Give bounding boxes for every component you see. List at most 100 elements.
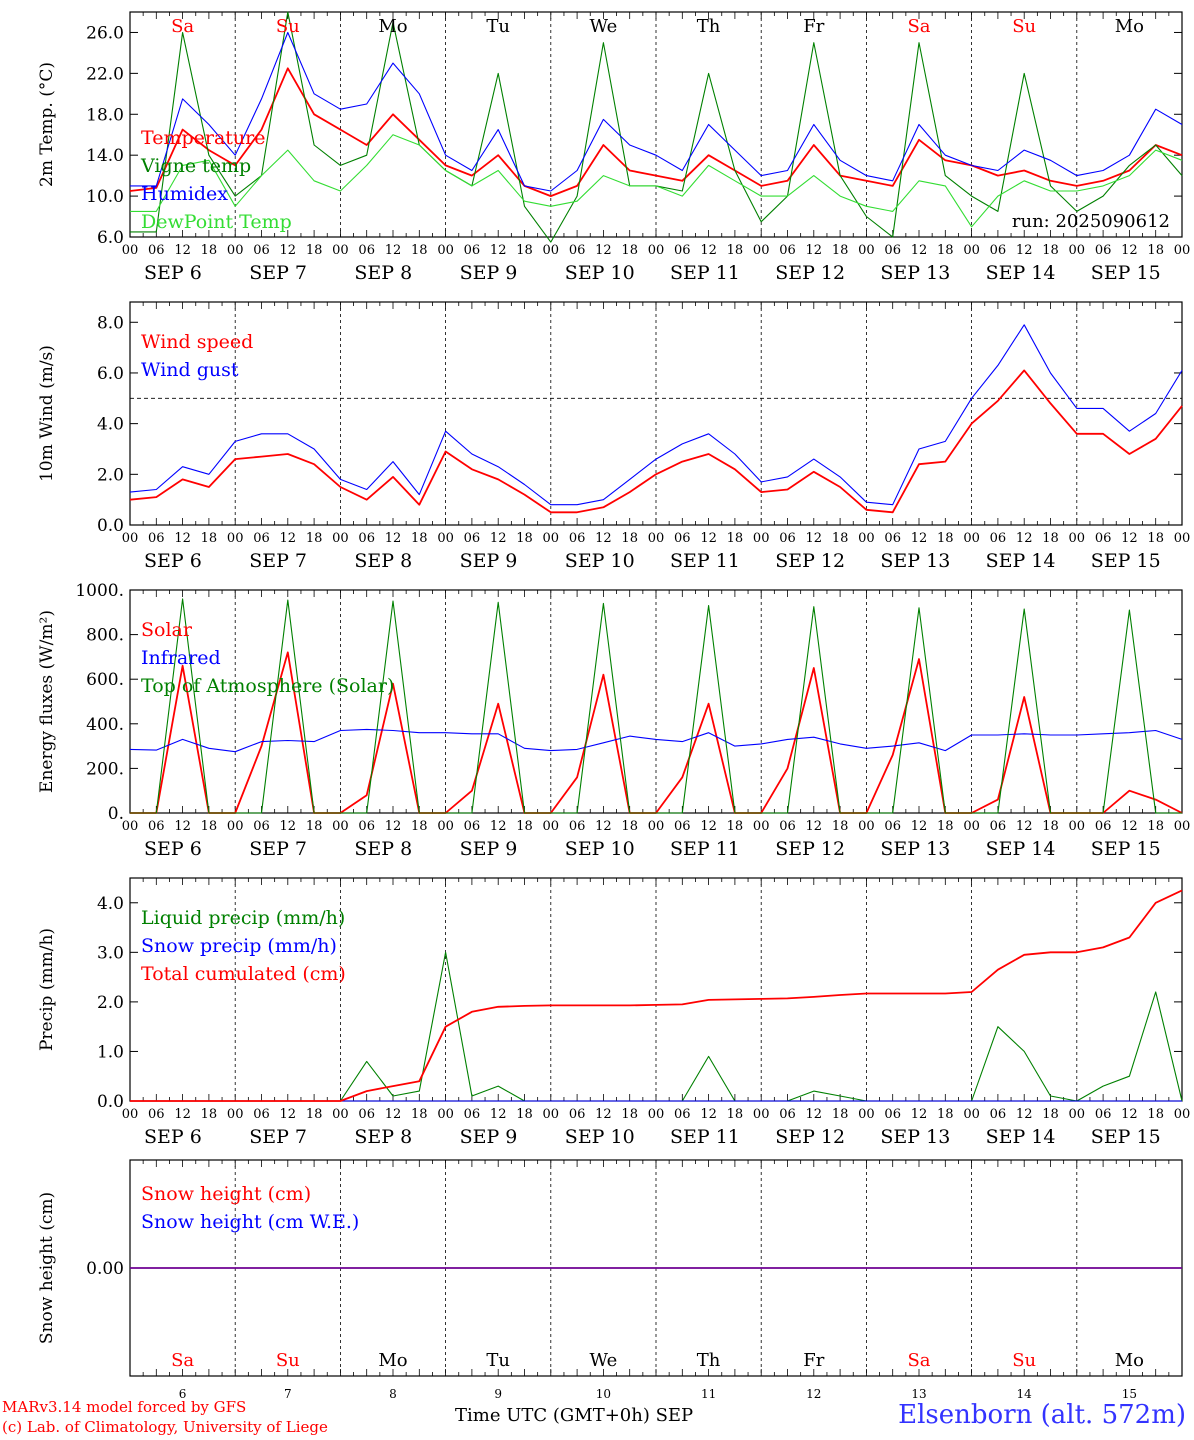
hour-label: 18	[306, 819, 323, 834]
date-label: SEP 8	[354, 550, 412, 572]
legend-snow-precip-mm-h: Snow precip (mm/h)	[141, 935, 337, 957]
date-label: SEP 15	[1091, 838, 1161, 860]
y-tick-label: 0.	[108, 804, 124, 824]
legend-solar: Solar	[141, 619, 193, 641]
date-label: SEP 15	[1091, 550, 1161, 572]
y-axis-label: Snow height (cm)	[37, 1192, 57, 1344]
day-of-week-label: Tu	[486, 16, 510, 37]
hour-label: 18	[832, 1107, 849, 1122]
hour-label: 00	[543, 243, 560, 258]
date-label: SEP 7	[249, 550, 307, 572]
date-label: SEP 13	[880, 550, 950, 572]
y-tick-label: 2.0	[97, 465, 124, 485]
series-line-dewpoint-temp	[130, 134, 1183, 228]
day-of-week-label: Su	[1012, 16, 1036, 37]
hour-label: 06	[779, 1107, 796, 1122]
hour-label: 00	[753, 531, 770, 546]
hour-label: 18	[201, 243, 218, 258]
y-tick-label: 4.0	[97, 415, 124, 435]
hour-label: 06	[358, 819, 375, 834]
hour-label: 12	[911, 243, 928, 258]
hour-label: 00	[1069, 243, 1086, 258]
hour-label: 06	[674, 819, 691, 834]
date-label: SEP 14	[986, 550, 1056, 572]
panel-frame-2	[129, 589, 1183, 814]
hour-label: 12	[595, 1107, 612, 1122]
date-label: SEP 11	[670, 1126, 740, 1148]
date-label: SEP 12	[775, 262, 845, 284]
hour-label: 12	[174, 531, 191, 546]
hour-label: 12	[595, 243, 612, 258]
hour-label: 06	[569, 1107, 586, 1122]
legend-snow-height-cm-w-e: Snow height (cm W.E.)	[141, 1211, 359, 1233]
hour-label: 06	[253, 819, 270, 834]
hour-label: 18	[1042, 243, 1059, 258]
hour-label: 06	[148, 243, 165, 258]
day-of-week-label: Su	[276, 16, 300, 37]
hour-label: 00	[858, 819, 875, 834]
day-number-label: 11	[701, 1387, 716, 1400]
y-axis-label: Precip (mm/h)	[37, 928, 57, 1051]
hour-label: 00	[543, 1107, 560, 1122]
day-number-label: 15	[1122, 1387, 1137, 1400]
y-tick-label: 14.0	[86, 146, 124, 166]
y-tick-label: 800.	[86, 626, 124, 646]
hour-label: 00	[858, 531, 875, 546]
hour-label: 18	[1147, 1107, 1164, 1122]
hour-label: 00	[122, 531, 139, 546]
date-label: SEP 8	[354, 1126, 412, 1148]
date-label: SEP 13	[880, 1126, 950, 1148]
hour-label: 12	[1121, 531, 1138, 546]
hour-label: 18	[306, 1107, 323, 1122]
hour-label: 00	[753, 1107, 770, 1122]
hour-label: 18	[1147, 819, 1164, 834]
hour-label: 18	[832, 531, 849, 546]
hour-label: 12	[595, 531, 612, 546]
hour-label: 00	[858, 243, 875, 258]
hour-label: 12	[806, 1107, 823, 1122]
day-number-label: 12	[806, 1387, 821, 1400]
hour-label: 18	[621, 531, 638, 546]
legend-dewpoint-temp: DewPoint Temp	[141, 211, 292, 233]
date-label: SEP 15	[1091, 262, 1161, 284]
hour-label: 12	[911, 531, 928, 546]
hour-label: 06	[569, 243, 586, 258]
legend-liquid-precip-mm-h: Liquid precip (mm/h)	[141, 907, 345, 929]
series-line-humidex	[130, 31, 1183, 192]
hour-label: 12	[806, 531, 823, 546]
hour-label: 18	[832, 819, 849, 834]
panel-frame-1	[129, 301, 1183, 526]
hour-label: 18	[306, 531, 323, 546]
date-label: SEP 10	[565, 262, 635, 284]
hour-label: 18	[201, 1107, 218, 1122]
date-label: SEP 14	[986, 262, 1056, 284]
hour-label: 12	[385, 819, 402, 834]
hour-label: 18	[411, 243, 428, 258]
day-of-week-label: Mo	[1115, 1350, 1144, 1371]
hour-label: 12	[490, 1107, 507, 1122]
hour-label: 12	[280, 1107, 297, 1122]
hour-label: 06	[253, 243, 270, 258]
hour-label: 00	[963, 1107, 980, 1122]
legend-snow-height-cm: Snow height (cm)	[141, 1183, 311, 1205]
station-name: Elsenborn (alt. 572m)	[898, 1400, 1186, 1430]
day-of-week-label: We	[590, 16, 618, 37]
hour-label: 06	[464, 1107, 481, 1122]
hour-label: 06	[253, 531, 270, 546]
day-number-label: 6	[179, 1387, 187, 1400]
panel-frame-0	[129, 11, 1183, 238]
hour-label: 12	[1121, 243, 1138, 258]
hour-label: 12	[700, 819, 717, 834]
hour-label: 06	[674, 1107, 691, 1122]
hour-label: 00	[122, 1107, 139, 1122]
date-label: SEP 12	[775, 550, 845, 572]
legend-top-of-atmosphere-solar: Top of Atmosphere (Solar)	[141, 675, 394, 697]
y-tick-label: 3.0	[97, 943, 124, 963]
hour-label: 06	[779, 819, 796, 834]
y-tick-label: 22.0	[86, 64, 124, 84]
hour-label: 00	[227, 819, 244, 834]
day-of-week-label: Su	[1012, 1350, 1036, 1371]
y-tick-label: 6.0	[97, 364, 124, 384]
date-label: SEP 6	[144, 262, 202, 284]
hour-label: 12	[280, 243, 297, 258]
